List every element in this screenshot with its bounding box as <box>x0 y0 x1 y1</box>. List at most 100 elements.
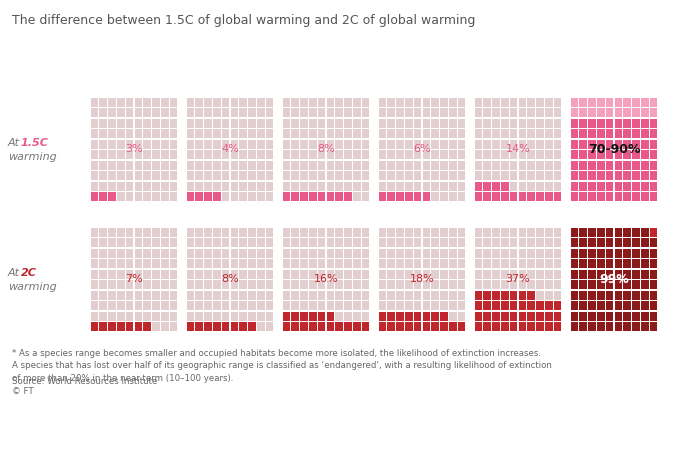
Bar <box>632 139 640 149</box>
Bar <box>134 160 142 170</box>
Bar <box>222 129 230 138</box>
Bar <box>152 259 160 268</box>
Bar <box>117 270 125 279</box>
Bar <box>239 238 247 247</box>
Bar <box>309 119 316 128</box>
Bar <box>632 238 640 247</box>
Bar <box>405 171 412 181</box>
Bar <box>90 108 98 117</box>
Bar <box>239 249 247 258</box>
Bar <box>423 291 430 300</box>
Bar <box>588 129 596 138</box>
Bar <box>152 171 160 181</box>
Bar <box>570 291 578 300</box>
Bar <box>327 192 334 202</box>
Bar <box>170 238 177 247</box>
Bar <box>170 98 177 107</box>
Bar <box>414 192 421 202</box>
Bar <box>187 270 194 279</box>
Bar <box>152 249 160 258</box>
Bar <box>134 139 142 149</box>
Bar <box>266 129 274 138</box>
Text: 8%: 8% <box>317 144 335 154</box>
Bar <box>597 322 605 331</box>
Bar <box>248 181 256 191</box>
Bar <box>90 150 98 159</box>
Bar <box>510 238 517 247</box>
Bar <box>650 291 657 300</box>
Bar <box>475 160 482 170</box>
Bar <box>536 228 544 237</box>
Bar <box>187 98 194 107</box>
Bar <box>108 238 116 247</box>
Bar <box>650 280 657 289</box>
Bar <box>570 129 578 138</box>
Bar <box>580 301 587 310</box>
Bar <box>344 160 352 170</box>
Bar <box>449 270 456 279</box>
Bar <box>257 160 265 170</box>
Bar <box>213 322 220 331</box>
Bar <box>144 259 151 268</box>
Bar <box>327 98 334 107</box>
Bar <box>431 249 439 258</box>
Bar <box>291 108 299 117</box>
Bar <box>580 312 587 321</box>
Bar <box>440 238 448 247</box>
Bar <box>510 171 517 181</box>
Bar <box>440 98 448 107</box>
Bar <box>126 171 134 181</box>
Bar <box>536 160 544 170</box>
Bar <box>134 259 142 268</box>
Bar <box>291 322 299 331</box>
Bar <box>396 301 404 310</box>
Bar <box>597 108 605 117</box>
Bar <box>126 108 134 117</box>
Bar <box>414 150 421 159</box>
Bar <box>99 98 107 107</box>
Bar <box>353 139 360 149</box>
Bar <box>414 98 421 107</box>
Bar <box>134 150 142 159</box>
Bar <box>527 259 535 268</box>
Text: 37%: 37% <box>505 275 531 285</box>
Bar <box>152 322 160 331</box>
Bar <box>283 228 290 237</box>
Bar <box>492 150 500 159</box>
Bar <box>580 139 587 149</box>
Bar <box>152 280 160 289</box>
Bar <box>239 181 247 191</box>
Text: 2C: 2C <box>21 267 37 277</box>
Bar <box>449 249 456 258</box>
Bar <box>353 270 360 279</box>
Bar <box>309 171 316 181</box>
Bar <box>134 108 142 117</box>
Bar <box>449 119 456 128</box>
Bar <box>344 280 352 289</box>
Bar <box>527 129 535 138</box>
Bar <box>641 291 649 300</box>
Bar <box>650 192 657 202</box>
Bar <box>641 181 649 191</box>
Bar <box>283 238 290 247</box>
Bar <box>554 280 561 289</box>
Bar <box>405 312 412 321</box>
Text: 99%: 99% <box>599 273 629 286</box>
Bar <box>126 139 134 149</box>
Bar <box>117 322 125 331</box>
Bar <box>117 259 125 268</box>
Bar <box>597 301 605 310</box>
Text: 14%: 14% <box>505 144 531 154</box>
Bar <box>588 249 596 258</box>
Bar <box>475 171 482 181</box>
Bar <box>624 259 631 268</box>
Bar <box>570 280 578 289</box>
Bar <box>353 108 360 117</box>
Bar <box>624 150 631 159</box>
Bar <box>335 129 343 138</box>
Bar <box>204 160 212 170</box>
Bar <box>353 192 360 202</box>
Bar <box>379 270 386 279</box>
Bar <box>580 119 587 128</box>
Bar <box>484 98 491 107</box>
